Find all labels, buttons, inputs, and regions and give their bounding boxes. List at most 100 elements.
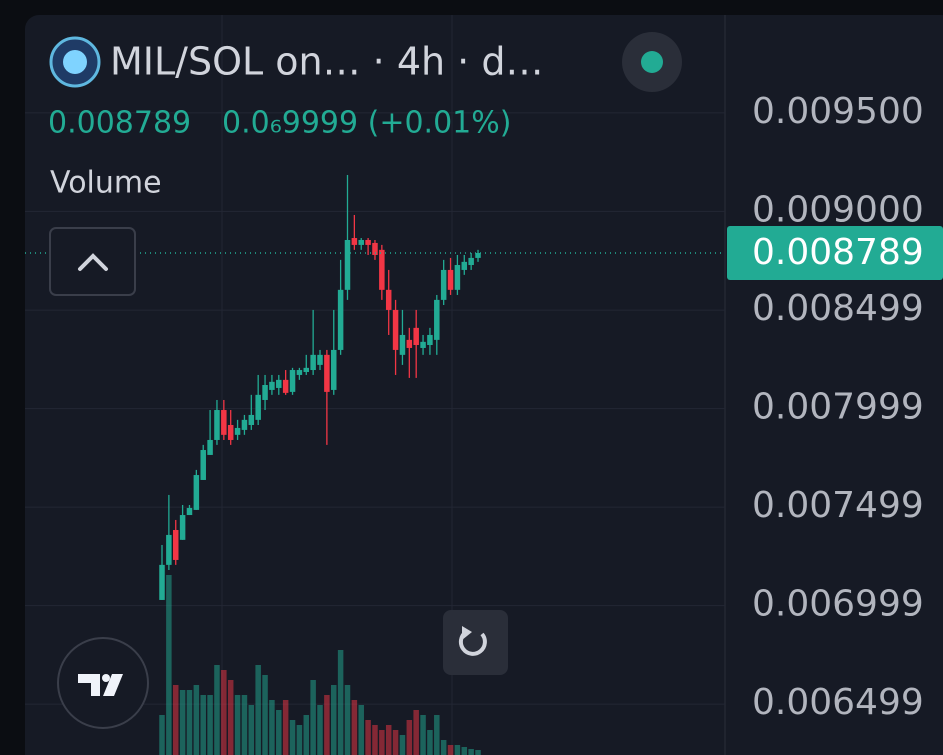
candle-body — [221, 410, 227, 435]
candle-body — [262, 385, 268, 400]
candle-body — [179, 515, 186, 540]
candle-body — [172, 530, 179, 560]
volume-bar — [420, 715, 426, 755]
volume-bar — [159, 715, 165, 755]
tv-logo-dot — [102, 674, 110, 682]
volume-bar — [296, 725, 303, 755]
candle-body — [434, 299, 440, 340]
volume-bar — [406, 720, 413, 755]
candle-body — [351, 238, 358, 245]
candle-body — [269, 381, 275, 390]
y-tick-label: 0.007999 — [752, 387, 924, 428]
candle-body — [200, 450, 206, 480]
volume-bar — [379, 730, 385, 755]
volume-bar — [255, 665, 261, 755]
volume-label: Volume — [50, 166, 162, 201]
candle-body — [234, 427, 241, 435]
candle-body — [227, 424, 234, 440]
candle-body — [344, 239, 351, 290]
volume-bar — [282, 700, 289, 755]
volume-bar — [440, 740, 447, 755]
candle-body — [475, 252, 481, 258]
volume-bar — [276, 710, 282, 755]
candle-body — [399, 334, 406, 355]
candle-body — [310, 354, 316, 371]
volume-bar — [200, 695, 206, 755]
candle-body — [468, 257, 474, 266]
candle-body — [207, 439, 213, 455]
volume-bar — [227, 680, 234, 755]
volume-bar — [461, 747, 468, 755]
y-tick-label: 0.006999 — [752, 584, 924, 625]
volume-bar — [248, 705, 255, 755]
candle-body — [461, 261, 468, 270]
collapse-button[interactable] — [49, 227, 136, 296]
volume-bar — [454, 745, 461, 755]
volume-bar — [289, 720, 296, 755]
symbol-title[interactable]: MIL/SOL on… · 4h · d… — [110, 40, 543, 84]
volume-bar — [303, 715, 310, 755]
volume-bar — [475, 750, 481, 755]
tv-logo[interactable] — [57, 637, 149, 729]
candle-body — [166, 534, 172, 565]
plot: 0.009500 0.009000 0.008499 0.007999 0.007499… — [25, 91, 943, 755]
last-price: 0.008789 — [48, 106, 191, 141]
candle-body — [248, 414, 255, 425]
volume-bar — [468, 749, 474, 755]
volume-bar — [331, 685, 337, 755]
candle-body — [289, 370, 296, 392]
last-price-tag — [727, 225, 943, 280]
volume-bar — [214, 665, 220, 755]
y-tick-label: 0.009000 — [752, 189, 924, 230]
candle-body — [454, 265, 461, 290]
volume-bar — [358, 705, 364, 755]
volume-bar — [337, 650, 344, 755]
volume-bar — [241, 695, 248, 755]
volume-bar — [372, 725, 378, 755]
candle-body — [392, 309, 399, 350]
y-tick-label: 0.006499 — [752, 682, 924, 723]
token-logo-inner — [63, 50, 87, 74]
last-price-tag-label: 0.008789 — [752, 232, 924, 273]
candle-body — [379, 249, 385, 290]
volume-bar — [221, 670, 227, 755]
candle-body — [447, 269, 454, 290]
candle-body — [186, 507, 193, 516]
tv-logo-mark — [78, 674, 123, 696]
reset-button[interactable] — [443, 610, 508, 675]
y-tick-label: 0.009500 — [752, 91, 924, 132]
volume-bar — [434, 715, 440, 755]
volume-bar — [186, 690, 193, 755]
candle-body — [406, 339, 413, 348]
candle-body — [372, 242, 378, 255]
status-dot — [641, 51, 663, 73]
y-tick-label: 0.007499 — [752, 485, 924, 526]
candle-body — [337, 289, 344, 350]
volume-bar — [385, 725, 392, 755]
volume-bar — [179, 690, 186, 755]
reset-icon — [458, 630, 487, 656]
volume-bar — [447, 745, 454, 755]
volume-bar — [166, 575, 172, 755]
candle-body — [420, 341, 426, 348]
candle-body — [241, 419, 248, 430]
volume-bar — [193, 685, 200, 755]
volume-bar — [269, 700, 275, 755]
candle-body — [365, 239, 371, 245]
volume-bar — [351, 700, 358, 755]
candle-body — [255, 394, 261, 420]
candle-body — [296, 370, 303, 375]
candle-body — [385, 289, 392, 310]
candle-body — [276, 379, 282, 388]
chevron-up — [78, 253, 108, 271]
candle-body — [159, 564, 165, 600]
y-tick-label: 0.008499 — [752, 288, 924, 329]
volume-bar — [413, 710, 419, 755]
volume-bar — [262, 675, 268, 755]
candle-body — [358, 239, 364, 245]
volume-bar — [392, 730, 399, 755]
volume-bar — [365, 720, 371, 755]
candle-body — [427, 334, 433, 346]
candle-body — [317, 354, 323, 365]
